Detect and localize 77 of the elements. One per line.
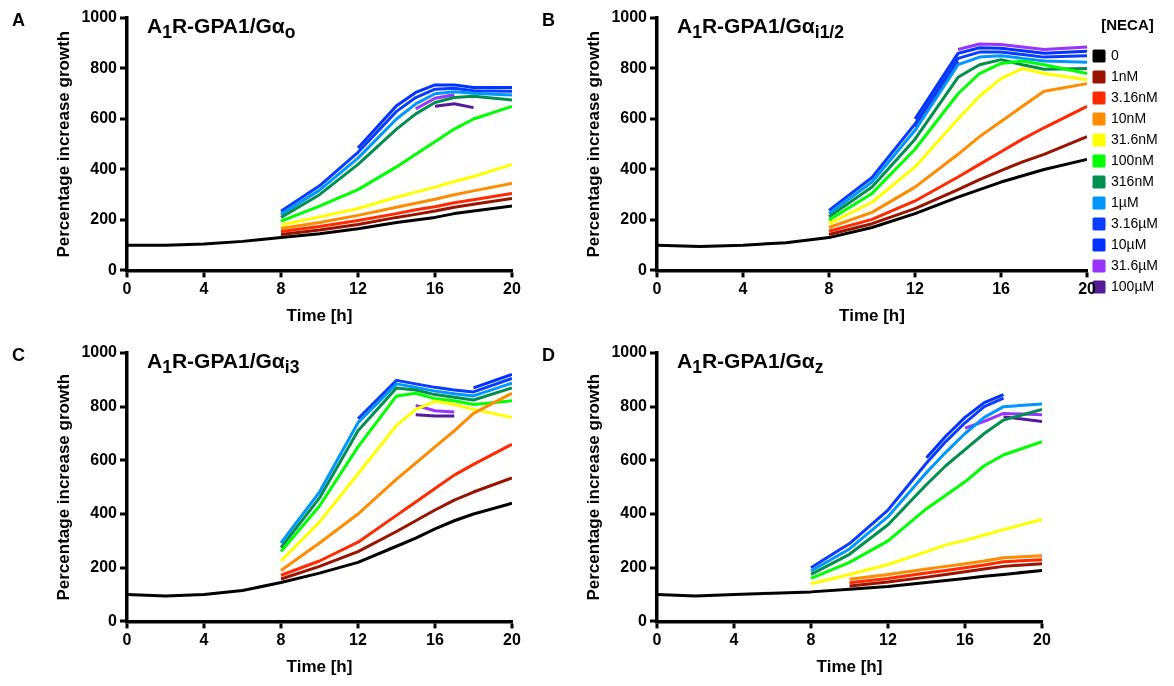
x-axis-title: Time [h] [816,657,883,677]
y-axis-title: Percentage increase growth [53,373,73,601]
y-tick-label: 0 [108,611,118,629]
y-tick-label: 400 [620,504,648,522]
y-tick-label: 1000 [81,343,118,361]
y-tick-label: 200 [90,210,118,228]
y-tick-label: 600 [620,109,648,127]
x-axis-title: Time [h] [839,306,905,326]
legend-label: 100nM [1111,151,1154,168]
legend-label: 31.6nM [1111,130,1158,147]
y-tick-label: 400 [90,159,118,177]
x-tick-label: 0 [652,631,662,649]
x-tick-label: 20 [1033,631,1051,649]
x-tick-label: 16 [992,280,1011,298]
x-tick-label: 8 [276,631,286,649]
x-tick-label: 8 [276,280,286,298]
text: A [12,10,25,31]
y-tick-label: 600 [90,450,118,468]
y-tick-label: 1000 [81,8,118,26]
legend-label: 3.16µM [1111,214,1159,231]
x-tick-label: 12 [349,280,367,298]
x-tick-label: 4 [729,631,739,649]
x-tick-label: 20 [1078,280,1097,298]
y-tick-label: 800 [620,397,648,415]
chart-title: A$_{1}$R-GPA1/Gα$_{o}$ [146,14,296,44]
x-tick-label: 20 [503,280,521,298]
x-tick-label: 12 [879,631,897,649]
x-tick-label: 12 [349,631,367,649]
legend-label: 1µM [1111,193,1139,210]
x-tick-label: 0 [122,631,132,649]
legend-label: 3.16nM [1111,88,1158,105]
y-tick-label: 0 [108,260,118,278]
x-axis-title: Time [h] [286,306,353,326]
legend-label: 31.6µM [1111,256,1159,273]
text: C [12,345,25,366]
x-tick-label: 4 [199,631,209,649]
x-tick-label: 4 [738,280,748,298]
y-tick-label: 600 [620,450,648,468]
y-axis-title: Percentage increase growth [583,30,603,258]
text: D [542,345,555,366]
legend-label: 1nM [1111,67,1139,84]
x-tick-label: 8 [806,631,816,649]
x-tick-label: 4 [199,280,209,298]
y-tick-label: 0 [638,611,648,629]
y-tick-label: 800 [90,397,118,415]
y-tick-label: 200 [620,558,648,576]
y-axis-title: Percentage increase growth [583,373,603,601]
legend-label: 100µM [1111,277,1155,294]
y-tick-label: 200 [620,210,648,228]
y-tick-label: 800 [620,58,648,76]
legend-label: 316nM [1111,172,1154,189]
chart-title: A$_{1}$R-GPA1/Gα$_{i1/2}$ [676,14,844,44]
x-tick-label: 8 [824,280,834,298]
chart-title: A$_{1}$R-GPA1/Gα$_{z}$ [676,349,824,379]
y-tick-label: 600 [90,109,118,127]
x-tick-label: 0 [122,280,132,298]
y-tick-label: 1000 [611,8,648,26]
x-tick-label: 16 [426,280,444,298]
legend-label: 10µM [1111,235,1147,252]
text: B [542,10,555,31]
y-tick-label: 400 [90,504,118,522]
y-tick-label: 400 [620,159,648,177]
y-tick-label: 0 [638,260,648,278]
x-tick-label: 20 [503,631,521,649]
legend-label: 0 [1111,46,1120,63]
y-tick-label: 1000 [611,343,648,361]
x-tick-label: 16 [426,631,444,649]
x-tick-label: 16 [956,631,974,649]
y-tick-label: 800 [90,58,118,76]
x-tick-label: 12 [906,280,925,298]
chart-title: A$_{1}$R-GPA1/Gα$_{i3}$ [146,349,300,379]
x-tick-label: 0 [652,280,662,298]
y-tick-label: 200 [90,558,118,576]
x-axis-title: Time [h] [286,657,353,677]
y-axis-title: Percentage increase growth [53,30,73,258]
legend-label: 10nM [1111,109,1147,126]
legend-title: [NECA] [1101,15,1154,33]
